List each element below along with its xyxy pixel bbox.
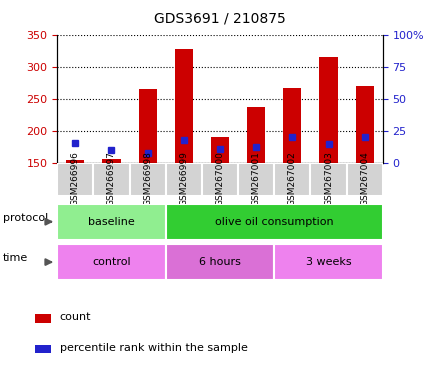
- Bar: [311, 163, 347, 196]
- Bar: [274, 163, 311, 196]
- Bar: [247, 107, 265, 163]
- Bar: [166, 244, 274, 280]
- Text: count: count: [59, 312, 91, 322]
- Text: GSM267002: GSM267002: [288, 152, 297, 206]
- Bar: [93, 163, 129, 196]
- Bar: [35, 345, 51, 353]
- Bar: [175, 49, 193, 163]
- Text: GSM267000: GSM267000: [216, 151, 224, 206]
- Bar: [356, 86, 374, 163]
- Text: percentile rank within the sample: percentile rank within the sample: [59, 343, 247, 353]
- Text: GSM267003: GSM267003: [324, 151, 333, 206]
- Bar: [274, 244, 383, 280]
- Bar: [211, 137, 229, 163]
- Bar: [139, 89, 157, 163]
- Text: control: control: [92, 257, 131, 267]
- Bar: [57, 244, 166, 280]
- Text: GSM266998: GSM266998: [143, 151, 152, 206]
- Text: GSM266996: GSM266996: [71, 151, 80, 206]
- Bar: [347, 163, 383, 196]
- Text: GDS3691 / 210875: GDS3691 / 210875: [154, 12, 286, 25]
- Text: time: time: [3, 253, 28, 263]
- Text: GSM266997: GSM266997: [107, 151, 116, 206]
- Bar: [283, 88, 301, 163]
- Bar: [66, 160, 84, 163]
- Text: 3 weeks: 3 weeks: [306, 257, 352, 267]
- Text: baseline: baseline: [88, 217, 135, 227]
- Text: GSM266999: GSM266999: [180, 151, 188, 206]
- Text: protocol: protocol: [3, 213, 48, 223]
- Bar: [129, 163, 166, 196]
- Text: 6 hours: 6 hours: [199, 257, 241, 267]
- Text: olive oil consumption: olive oil consumption: [215, 217, 334, 227]
- Text: GSM267004: GSM267004: [360, 152, 369, 206]
- Bar: [57, 163, 93, 196]
- Bar: [238, 163, 274, 196]
- Bar: [103, 159, 121, 163]
- Bar: [57, 204, 166, 240]
- Bar: [166, 163, 202, 196]
- Bar: [319, 57, 337, 163]
- Bar: [202, 163, 238, 196]
- Bar: [166, 204, 383, 240]
- Text: GSM267001: GSM267001: [252, 151, 260, 206]
- Bar: [35, 314, 51, 323]
